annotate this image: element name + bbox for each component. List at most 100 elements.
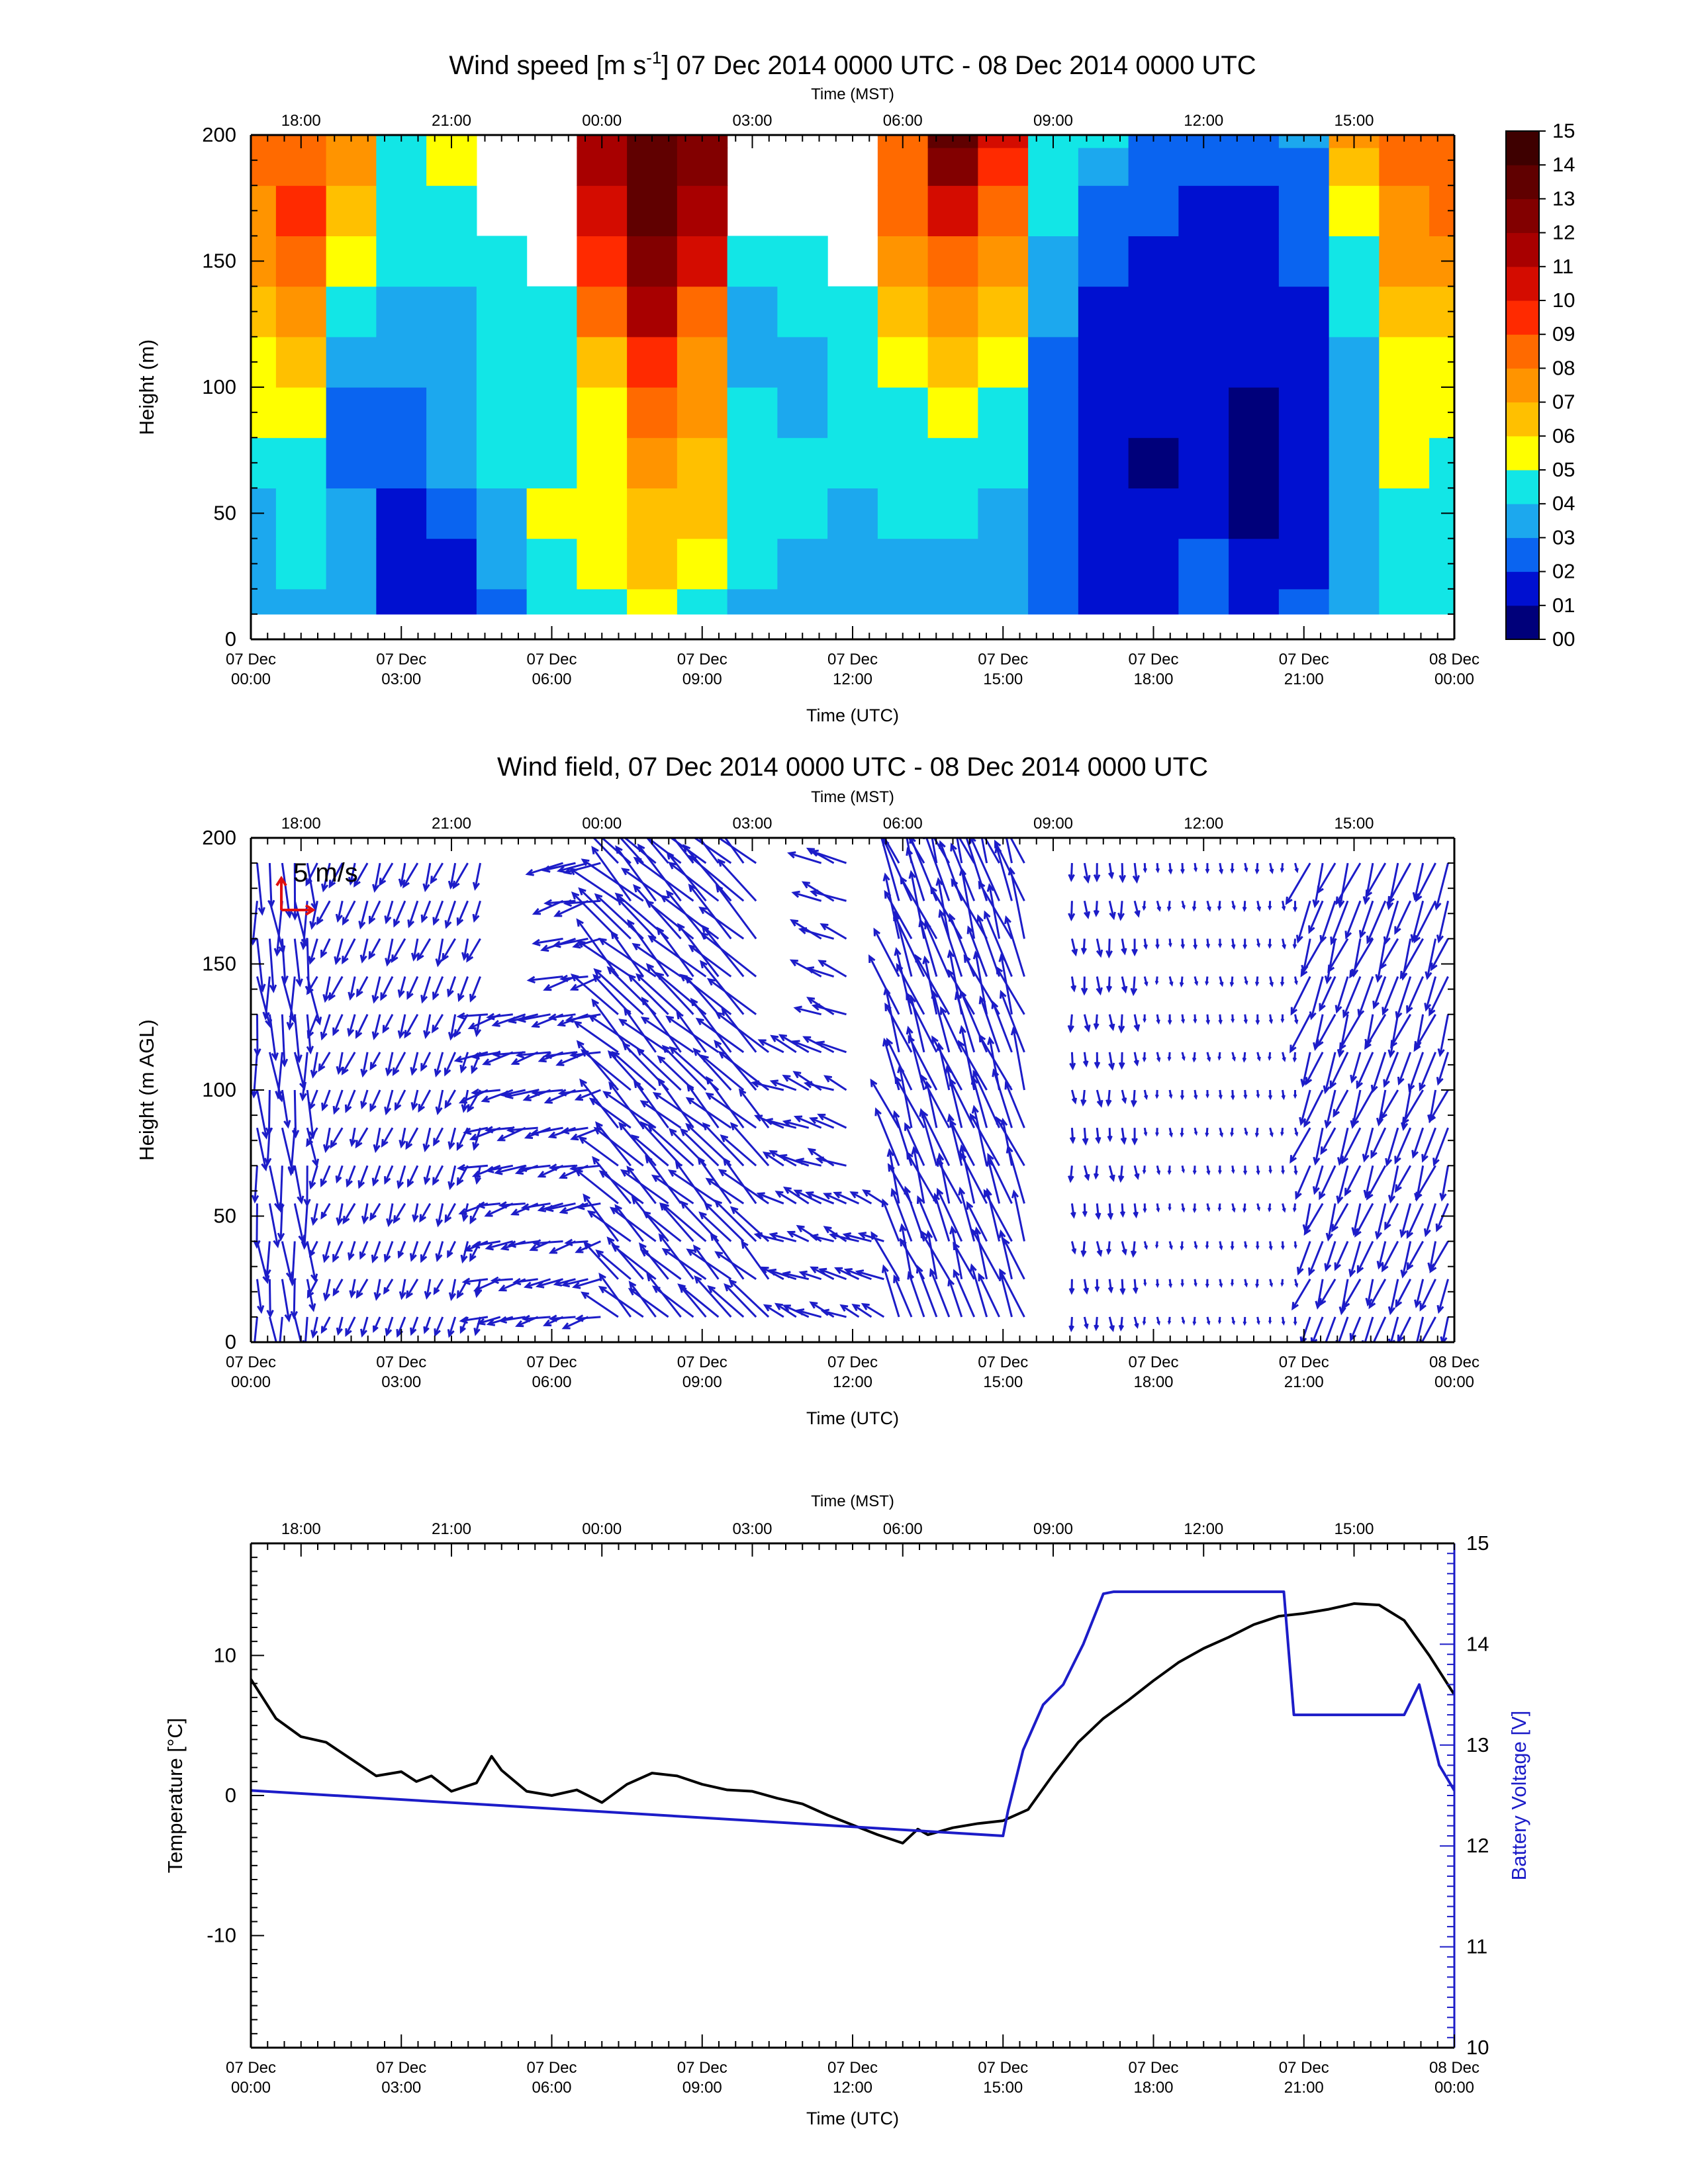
wind-vector-shaft bbox=[454, 1013, 469, 1036]
wind-vector bbox=[1155, 1279, 1160, 1289]
wind-vector bbox=[293, 1014, 303, 1064]
wind-vector-head bbox=[593, 1126, 602, 1135]
wind-vector-head bbox=[576, 1203, 585, 1210]
wind-vector-head bbox=[290, 1310, 299, 1320]
wind-vector-shaft bbox=[1438, 1279, 1449, 1312]
wind-vector-shaft bbox=[256, 862, 263, 914]
wind-speed-y-tick-label: 100 bbox=[202, 375, 236, 398]
wind-vector bbox=[919, 1229, 951, 1280]
wind-vector-head bbox=[904, 1185, 912, 1195]
wind-vector bbox=[698, 838, 720, 864]
wind-vector-shaft bbox=[1082, 1089, 1086, 1105]
wind-vector bbox=[645, 900, 694, 940]
wind-vector-head bbox=[433, 1287, 440, 1295]
wind-vector-head bbox=[397, 1180, 404, 1189]
wind-vector-head bbox=[645, 1155, 653, 1163]
heatmap-cell bbox=[978, 336, 1029, 388]
colorbar-swatch bbox=[1506, 232, 1539, 267]
wind-vector-shaft bbox=[421, 976, 432, 1002]
wind-vector-head bbox=[1207, 906, 1211, 912]
wind-field-y-tick-label: 150 bbox=[202, 952, 236, 976]
wind-vector-head bbox=[1325, 1232, 1333, 1242]
wind-vector bbox=[1329, 1052, 1349, 1089]
wind-vector-head bbox=[349, 1138, 357, 1148]
wind-vector-head bbox=[805, 966, 815, 974]
wind-vector-head bbox=[379, 878, 387, 887]
wind-vector-shaft bbox=[637, 1048, 682, 1091]
wind-vector-head bbox=[386, 1218, 394, 1228]
wind-vector-head bbox=[851, 1303, 861, 1312]
wind-vector-head bbox=[870, 1231, 878, 1240]
wind-vector-head bbox=[423, 1176, 431, 1185]
wind-vector bbox=[1070, 976, 1077, 993]
wind-vector-head bbox=[1294, 1132, 1299, 1137]
wind-vector-head bbox=[418, 1104, 426, 1113]
wind-vector bbox=[1395, 976, 1412, 1021]
heatmap-cell bbox=[1379, 538, 1430, 590]
wind-vector bbox=[598, 1272, 632, 1318]
wind-vector-head bbox=[1397, 1076, 1405, 1086]
wind-vector bbox=[1105, 1089, 1112, 1107]
wind-vector bbox=[947, 1277, 963, 1318]
wind-vector-shaft bbox=[579, 887, 632, 940]
wind-vector-shaft bbox=[288, 976, 296, 1028]
wind-vector-shaft bbox=[332, 1014, 344, 1035]
wind-vector-head bbox=[335, 1175, 342, 1184]
wind-vector bbox=[1292, 938, 1297, 950]
wind-vector-head bbox=[368, 915, 376, 925]
wind-vector bbox=[667, 861, 720, 902]
wind-vector-head bbox=[482, 1058, 491, 1066]
wind-vector-shaft bbox=[1425, 976, 1437, 1010]
wind-vector-shaft bbox=[771, 1233, 797, 1243]
wind-vector bbox=[1280, 1279, 1284, 1287]
wind-vector-head bbox=[1376, 1117, 1384, 1127]
wind-vector-shaft bbox=[724, 838, 745, 864]
wind-vector-shaft bbox=[356, 976, 369, 996]
wind-vector-shaft bbox=[264, 976, 271, 1019]
wind-vector-head bbox=[971, 1105, 979, 1114]
wind-vector bbox=[1168, 1203, 1172, 1212]
wind-vector-shaft bbox=[550, 1013, 576, 1019]
wind-vector bbox=[949, 1118, 976, 1167]
wind-vector-head bbox=[1117, 1175, 1125, 1183]
wind-vector bbox=[256, 1089, 269, 1140]
wind-vector-head bbox=[874, 1107, 882, 1116]
wind-vector bbox=[688, 854, 745, 902]
wind-vector-head bbox=[545, 1205, 554, 1212]
wind-vector-head bbox=[543, 1319, 552, 1327]
wind-vector-shaft bbox=[791, 919, 822, 940]
wind-vector-head bbox=[1134, 910, 1141, 918]
wind-vector-head bbox=[626, 1165, 635, 1174]
wind-vector bbox=[407, 900, 419, 929]
wind-vector-head bbox=[701, 925, 710, 933]
heatmap-cell bbox=[526, 488, 577, 539]
wind-vector-head bbox=[809, 1301, 818, 1309]
wind-vector-shaft bbox=[620, 1019, 669, 1054]
wind-vector-head bbox=[760, 1266, 769, 1274]
wind-vector-head bbox=[1180, 1246, 1184, 1251]
wind-field-bottom-tick-label: 00:00 bbox=[1434, 1373, 1474, 1391]
wind-vector bbox=[1193, 1014, 1197, 1024]
wind-vector-head bbox=[310, 1216, 318, 1226]
wind-vector-shaft bbox=[818, 1114, 847, 1129]
wind-vector bbox=[1133, 900, 1141, 918]
wind-vector bbox=[1289, 1127, 1311, 1164]
wind-vector-head bbox=[1096, 949, 1103, 958]
wind-vector-head bbox=[1006, 1144, 1013, 1154]
wind-vector bbox=[715, 1011, 770, 1054]
wind-vector bbox=[316, 900, 331, 926]
wind-vector-head bbox=[561, 1322, 571, 1330]
wind-vector-head bbox=[935, 877, 943, 886]
wind-vector-shaft bbox=[822, 1310, 847, 1318]
wind-vector-head bbox=[1387, 1306, 1395, 1316]
heatmap-cell bbox=[927, 185, 978, 236]
wind-vector-head bbox=[1121, 985, 1128, 994]
heatmap-cell bbox=[1078, 236, 1129, 287]
wind-vector bbox=[1385, 1127, 1399, 1167]
wind-vector-shaft bbox=[1385, 1127, 1399, 1165]
wind-vector-shaft bbox=[812, 1235, 834, 1243]
wind-vector-shaft bbox=[1389, 1279, 1399, 1314]
wind-vector-shaft bbox=[1333, 1089, 1349, 1116]
wind-vector-shaft bbox=[563, 1278, 588, 1287]
